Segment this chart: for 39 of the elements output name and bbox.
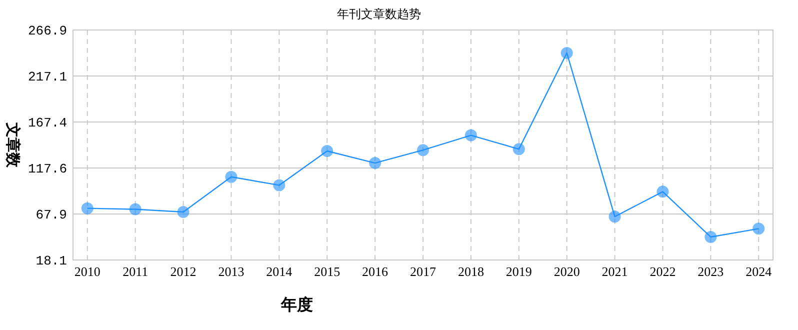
point xyxy=(225,170,238,183)
x-tick-label: 2016 xyxy=(362,264,389,279)
point xyxy=(369,157,382,170)
x-tick-label: 2019 xyxy=(506,264,532,279)
x-tick-label: 2017 xyxy=(410,264,436,279)
y-tick-label: 117.6 xyxy=(28,162,67,177)
point xyxy=(129,203,142,216)
point xyxy=(81,202,94,214)
x-tick-label: 2020 xyxy=(554,264,580,279)
chart-title: 年刊文章数趋势 xyxy=(337,7,421,21)
y-tick-label: 67.9 xyxy=(36,208,67,223)
y-axis-title: 文章数 xyxy=(4,122,22,168)
point xyxy=(273,179,286,192)
point xyxy=(417,144,429,156)
point xyxy=(464,129,477,142)
x-tick-label: 2018 xyxy=(458,264,484,279)
y-tick-label: 18.1 xyxy=(36,254,68,269)
x-tick-label: 2010 xyxy=(74,264,100,279)
point xyxy=(752,222,765,235)
y-tick-label: 266.9 xyxy=(28,24,67,39)
x-tick-label: 2015 xyxy=(314,264,340,279)
point xyxy=(608,210,621,223)
x-tick-label: 2023 xyxy=(698,264,724,279)
point xyxy=(321,145,334,158)
x-tick-label: 2012 xyxy=(170,264,196,279)
x-tick-label: 2013 xyxy=(218,264,244,279)
x-tick-label: 2024 xyxy=(746,264,772,279)
x-tick-label: 2021 xyxy=(602,264,628,279)
y-tick-label: 167.4 xyxy=(28,116,68,131)
x-tick-label: 2022 xyxy=(650,264,676,279)
point xyxy=(704,230,717,243)
y-tick-label: 217.1 xyxy=(28,70,68,85)
x-tick-label: 2014 xyxy=(266,264,293,279)
point xyxy=(656,186,669,198)
x-axis-title: 年度 xyxy=(280,295,313,314)
point xyxy=(177,206,190,218)
x-tick-label: 2011 xyxy=(122,264,148,279)
point xyxy=(512,143,525,156)
point xyxy=(560,47,573,60)
